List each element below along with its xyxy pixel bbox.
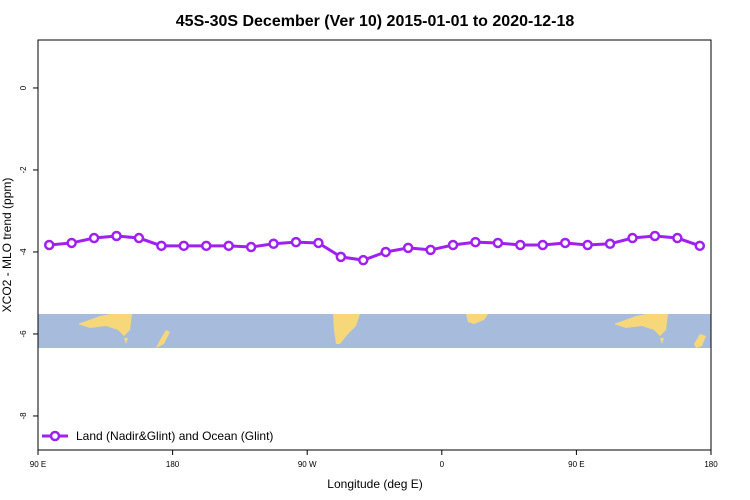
data-point: [582, 239, 593, 251]
legend-marker: [49, 430, 61, 442]
y-tick-label: -8: [19, 412, 28, 420]
data-point: [447, 239, 459, 251]
x-tick-label: 90 W: [298, 460, 317, 469]
data-point: [425, 244, 436, 256]
data-point: [515, 239, 526, 251]
data-point: [201, 240, 212, 252]
data-point: [694, 240, 706, 252]
data-point: [358, 254, 369, 266]
data-point: [290, 236, 302, 248]
x-tick-label: 0: [440, 460, 445, 469]
plot-frame: [37, 39, 712, 451]
data-point: [537, 239, 548, 251]
y-tick-label: 0: [19, 85, 28, 90]
data-point: [627, 232, 638, 244]
data-point: [492, 237, 504, 249]
data-point: [111, 230, 122, 242]
x-tick-label: 90 E: [568, 460, 584, 469]
data-point: [313, 237, 324, 249]
x-tick-label: 180: [704, 460, 718, 469]
data-point: [66, 237, 77, 249]
data-point: [672, 232, 683, 244]
data-point: [559, 237, 571, 249]
series-line: [49, 234, 701, 262]
chart-title: 45S-30S December (Ver 10) 2015-01-01 to …: [176, 13, 575, 30]
data-point: [604, 238, 616, 250]
data-point: [223, 240, 234, 252]
data-point: [335, 251, 347, 263]
map-strip: [38, 314, 711, 348]
y-tick-label: -2: [19, 166, 28, 174]
y-axis-label: XCO2 - MLO trend (ppm): [0, 178, 14, 313]
y-tick-label: -6: [19, 330, 28, 338]
y-tick-label: -4: [19, 248, 28, 256]
data-point: [268, 238, 279, 250]
data-point: [88, 232, 100, 244]
data-point: [380, 246, 391, 258]
data-point: [470, 236, 481, 248]
x-axis-label: Longitude (deg E): [327, 477, 422, 491]
data-point: [156, 240, 167, 252]
data-point: [402, 242, 414, 254]
data-point: [245, 241, 257, 253]
x-tick-label: 90 E: [30, 460, 46, 469]
data-point: [649, 230, 661, 242]
data-point: [133, 232, 145, 244]
data-point: [43, 239, 55, 251]
x-tick-label: 180: [166, 460, 180, 469]
legend-label: Land (Nadir&Glint) and Ocean (Glint): [76, 429, 273, 443]
data-point: [178, 240, 190, 252]
